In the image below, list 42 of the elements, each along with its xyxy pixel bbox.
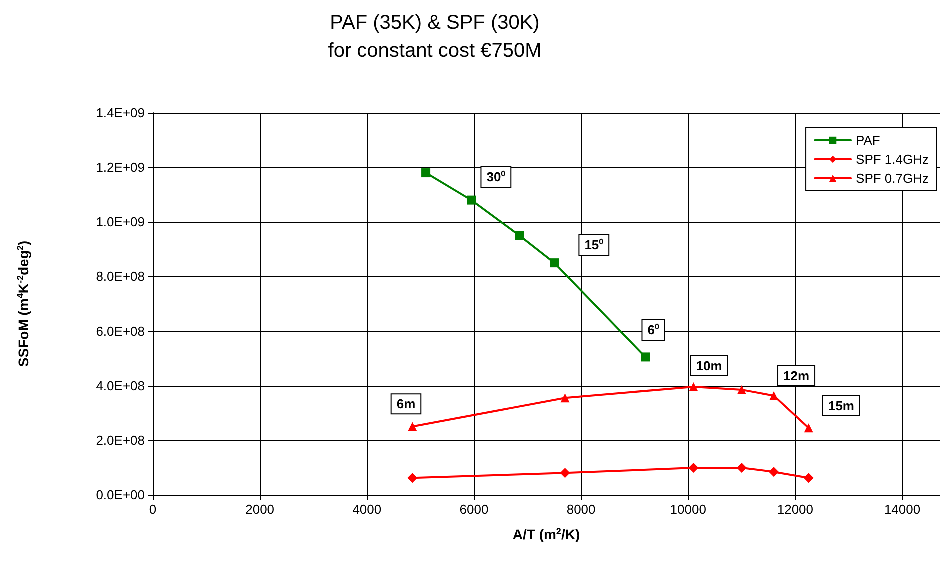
point [422, 168, 431, 178]
x-tick-label: 8000 [566, 502, 596, 517]
annotation: 15m [828, 398, 855, 414]
y-tick-label: 1.4E+09 [96, 106, 145, 120]
y-tick-label: 2.0E+08 [96, 432, 145, 448]
y-tick-label: 1.2E+09 [96, 160, 145, 176]
y-tick-label: 6.0E+08 [96, 324, 145, 339]
legend-label: PAF [856, 133, 880, 148]
x-tick-label: 4000 [352, 502, 382, 517]
x-tick-label: 0 [149, 502, 157, 517]
legend-label: SPF 0.7GHz [856, 171, 929, 186]
x-tick-label: 12000 [777, 502, 814, 517]
point [689, 382, 698, 392]
x-tick-label: 10000 [670, 502, 706, 517]
legend-label: SPF 1.4GHz [856, 152, 929, 167]
point [467, 196, 476, 205]
point [515, 231, 524, 240]
point [550, 258, 560, 268]
point [408, 473, 418, 484]
y-tick-label: 1.0E+09 [96, 214, 145, 230]
x-tick-label: 6000 [460, 502, 489, 517]
point [641, 352, 650, 362]
point [769, 467, 780, 478]
point [804, 424, 814, 433]
point [737, 385, 746, 394]
chart-title: PAF (35K) & SPF (30K) [330, 12, 540, 34]
point [408, 422, 418, 432]
annotation: 6m [396, 396, 416, 412]
annotation: 12m [784, 368, 810, 384]
y-tick-label: 8.0E+08 [96, 269, 145, 284]
annotation: 10m [696, 358, 722, 374]
y-axis-title: SSFoM (m4K-2deg2) [16, 240, 32, 368]
point [560, 394, 570, 403]
point [688, 462, 699, 473]
y-tick-label: 0.0E+00 [96, 488, 145, 502]
y-tick-label: 4.0E+08 [96, 378, 145, 394]
chart-subtitle: for constant cost €750M [328, 40, 542, 62]
point [736, 462, 747, 473]
x-tick-label: 2000 [246, 502, 275, 517]
point [560, 468, 570, 478]
point [804, 473, 814, 484]
x-tick-label: 14000 [884, 502, 921, 517]
